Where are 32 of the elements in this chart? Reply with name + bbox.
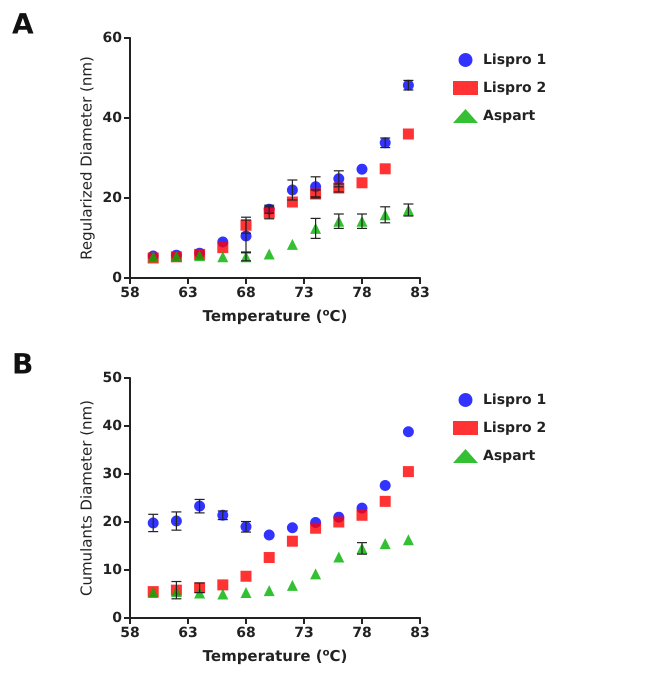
x-tick-label: 68 <box>236 285 256 301</box>
x-tick-label: 78 <box>352 625 372 641</box>
y-tick-label: 20 <box>102 514 122 530</box>
y-tick-label: 40 <box>102 110 122 126</box>
y-tick-label: 60 <box>102 30 122 46</box>
legend-label: Lispro 2 <box>483 80 546 96</box>
text: B <box>12 348 34 380</box>
legend-label: Aspart <box>483 108 536 124</box>
y-tick-label: 0 <box>112 270 122 286</box>
y-tick-label: 40 <box>102 418 122 434</box>
legend-label: Lispro 2 <box>483 420 546 436</box>
y-tick-label: 0 <box>112 610 122 626</box>
x-tick-label: 63 <box>178 285 198 301</box>
y-axis-title: Regularized Diameter (nm) <box>78 56 96 260</box>
x-tick-label: 73 <box>294 625 314 641</box>
y-tick-label: 10 <box>102 562 122 578</box>
x-tick-label: 58 <box>120 285 140 301</box>
legend-label: Aspart <box>483 448 536 464</box>
legend-label: Lispro 1 <box>483 52 546 68</box>
x-tick-label: 73 <box>294 285 314 301</box>
x-tick-label: 58 <box>120 625 140 641</box>
y-tick-label: 30 <box>102 466 122 482</box>
x-tick-label: 83 <box>410 625 430 641</box>
y-tick-label: 20 <box>102 190 122 206</box>
text: A <box>12 8 34 40</box>
x-tick-label: 63 <box>178 625 198 641</box>
x-tick-label: 78 <box>352 285 372 301</box>
y-tick-label: 50 <box>102 370 122 386</box>
legend-label: Lispro 1 <box>483 392 546 408</box>
y-axis-title: Cumulants Diameter (nm) <box>78 400 96 596</box>
x-tick-label: 68 <box>236 625 256 641</box>
x-tick-label: 83 <box>410 285 430 301</box>
